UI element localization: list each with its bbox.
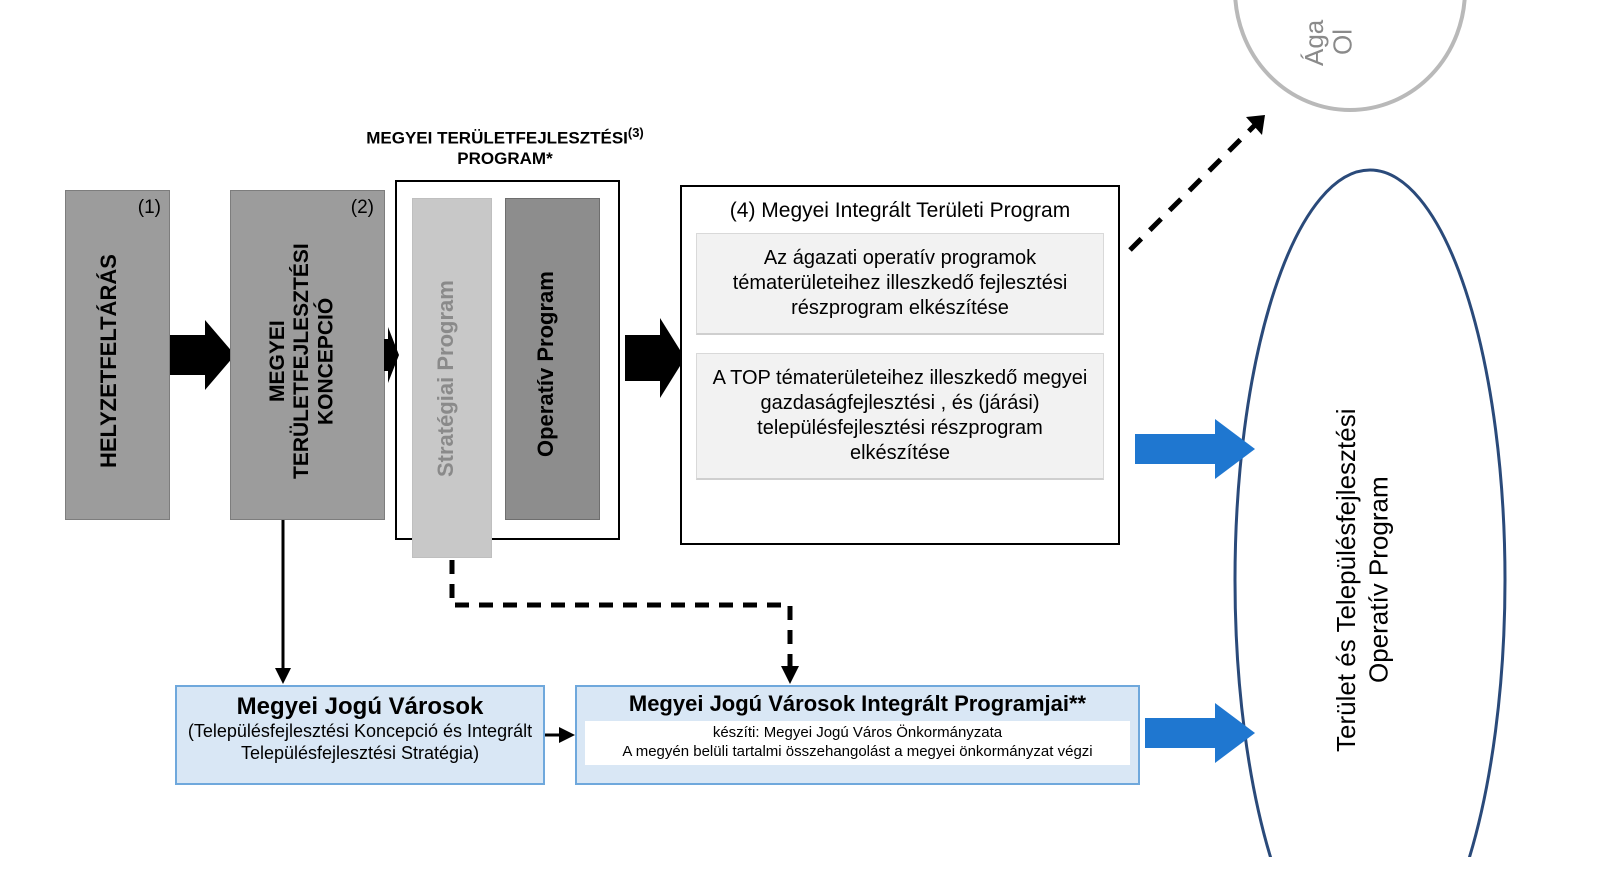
mjv-prog-title: Megyei Jogú Városok Integrált Programjai… — [585, 691, 1130, 717]
panel-title: (4) Megyei Integrált Területi Program — [698, 199, 1102, 223]
mjv-prog-sub1: készíti: Megyei Jogú Város Önkormányzata — [591, 724, 1124, 743]
panel-integralt: (4) Megyei Integrált Területi Program Az… — [680, 185, 1120, 545]
mjv-prog-inner: készíti: Megyei Jogú Város Önkormányzata… — [585, 721, 1130, 765]
panel-item-2: A TOP tématerületeihez illeszkedő megyei… — [696, 353, 1104, 480]
arrow-program-panel — [625, 318, 685, 398]
mjv-prog-sub2: A megyén belüli tartalmi összehangolást … — [591, 743, 1124, 762]
arrow-box2-program-final — [384, 327, 399, 383]
mjv-box: Megyei Jogú Városok (Településfejlesztés… — [175, 685, 545, 785]
mjv-prog-box: Megyei Jogú Városok Integrált Programjai… — [575, 685, 1140, 785]
mjv-sub: (Településfejlesztési Koncepció és Integ… — [187, 721, 533, 764]
panel-item-1: Az ágazati operatív programok tématerüle… — [696, 233, 1104, 335]
mjv-title: Megyei Jogú Városok — [187, 693, 533, 721]
